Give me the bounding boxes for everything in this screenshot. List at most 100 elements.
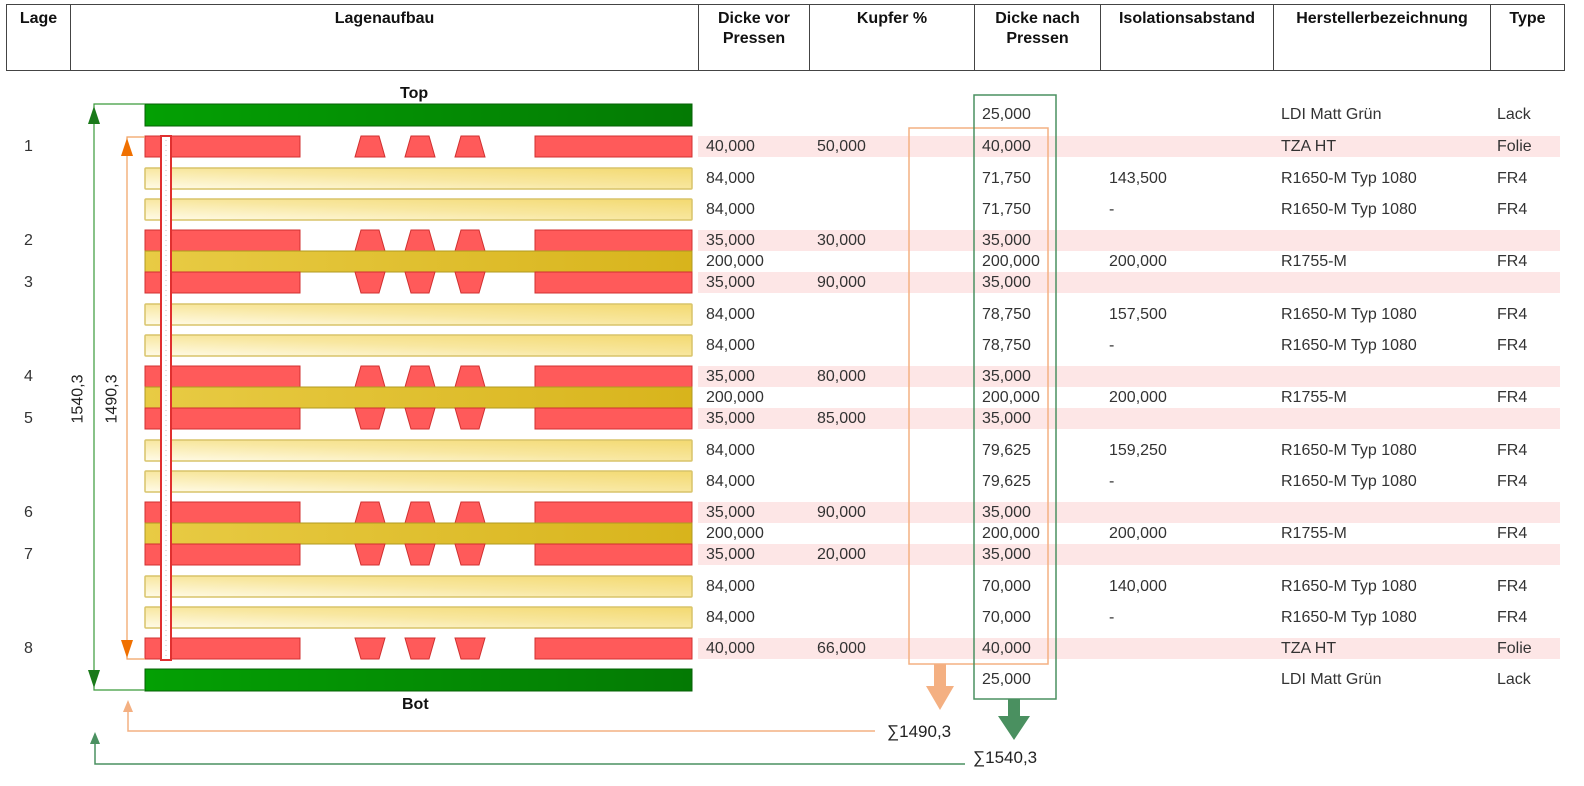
- cell-iso: 200,000: [1109, 252, 1167, 270]
- cell-type: Lack: [1497, 671, 1531, 688]
- kupfer-bracket: [908, 127, 1049, 665]
- sum-total: ∑1540,3: [973, 748, 1038, 767]
- cell-nach: 79,625: [982, 472, 1031, 490]
- arrow-down-icon: [926, 664, 954, 710]
- cell-vor: 200,000: [706, 524, 764, 542]
- cell-nach: 78,750: [982, 305, 1031, 323]
- core-layer: [144, 522, 693, 545]
- lage-number: 2: [24, 231, 33, 249]
- core-layer: [144, 386, 693, 409]
- arrow-down-icon: [121, 640, 133, 658]
- copper-pad: [144, 543, 301, 566]
- header-lagenaufbau: Lagenaufbau: [70, 4, 698, 71]
- cell-type: Folie: [1497, 639, 1532, 657]
- cell-name: R1755-M: [1281, 524, 1347, 542]
- copper-row-band: [698, 638, 1560, 659]
- cell-type: FR4: [1497, 336, 1528, 354]
- prepreg-layer: [144, 334, 693, 357]
- cell-vor: 35,000: [706, 367, 755, 385]
- cell-nach: 35,000: [982, 503, 1031, 521]
- cell-nach: 79,625: [982, 441, 1031, 459]
- cell-cu: 85,000: [817, 409, 866, 427]
- copper-row-band: [698, 366, 1560, 387]
- arrow-up-icon: [90, 732, 100, 744]
- cell-vor: 84,000: [706, 577, 755, 595]
- cell-vor: 40,000: [706, 639, 755, 657]
- copper-trace: [454, 501, 486, 524]
- copper-trace: [404, 501, 436, 524]
- copper-pad: [144, 637, 301, 660]
- prepreg-layer: [144, 606, 693, 629]
- cell-vor: 35,000: [706, 231, 755, 249]
- cell-name: R1650-M Typ 1080: [1281, 472, 1417, 490]
- copper-pad: [534, 135, 693, 158]
- cell-type: FR4: [1497, 388, 1528, 406]
- cell-type: FR4: [1497, 441, 1528, 459]
- cell-nach: 25,000: [982, 671, 1031, 688]
- copper-trace: [454, 229, 486, 252]
- cell-type: FR4: [1497, 524, 1528, 542]
- copper-row-band: [698, 502, 1560, 523]
- copper-pad: [144, 271, 301, 294]
- lage-number: 7: [24, 545, 33, 563]
- cell-type: FR4: [1497, 472, 1528, 490]
- cell-cu: 66,000: [817, 639, 866, 657]
- cell-name: R1650-M Typ 1080: [1281, 200, 1417, 218]
- cell-vor: 84,000: [706, 169, 755, 187]
- cell-cu: 80,000: [817, 367, 866, 385]
- cell-iso: 143,500: [1109, 169, 1167, 187]
- cell-type: FR4: [1497, 577, 1528, 595]
- lage-number: 3: [24, 273, 33, 291]
- lage-number: 8: [24, 639, 33, 657]
- cell-type: FR4: [1497, 305, 1528, 323]
- cell-name: R1755-M: [1281, 388, 1347, 406]
- prepreg-layer: [144, 198, 693, 221]
- arrow-up-icon: [123, 700, 133, 712]
- copper-trace: [454, 135, 486, 158]
- cell-cu: 90,000: [817, 273, 866, 291]
- lage-number: 1: [24, 137, 33, 155]
- copper-row-band: [698, 136, 1560, 157]
- header-lage: Lage: [6, 4, 70, 71]
- cell-type: FR4: [1497, 169, 1528, 187]
- cell-nach: 70,000: [982, 608, 1031, 626]
- cell-name: R1650-M Typ 1080: [1281, 305, 1417, 323]
- lage-number: 6: [24, 503, 33, 521]
- copper-trace: [354, 407, 386, 430]
- copper-trace: [354, 365, 386, 388]
- cell-vor: 84,000: [706, 441, 755, 459]
- copper-trace: [454, 637, 486, 660]
- cell-nach: 35,000: [982, 273, 1031, 291]
- prepreg-layer: [144, 167, 693, 190]
- arrow-down-icon: [998, 699, 1030, 740]
- copper-trace: [354, 271, 386, 294]
- copper-trace: [404, 543, 436, 566]
- cell-iso: 157,500: [1109, 305, 1167, 323]
- arrow-up-icon: [88, 106, 100, 124]
- copper-trace: [404, 637, 436, 660]
- cell-nach: 35,000: [982, 231, 1031, 249]
- sum-inner: ∑1490,3: [887, 722, 952, 741]
- sum-total-line: [94, 735, 965, 765]
- solder-mask-layer: [144, 668, 693, 692]
- copper-pad: [534, 543, 693, 566]
- cell-nach: 200,000: [982, 252, 1040, 270]
- copper-row-band: [698, 230, 1560, 251]
- copper-trace: [404, 271, 436, 294]
- cell-iso: -: [1109, 200, 1115, 218]
- cell-name: R1650-M Typ 1080: [1281, 577, 1417, 595]
- cell-nach: 35,000: [982, 367, 1031, 385]
- prepreg-layer: [144, 303, 693, 326]
- cell-name: LDI Matt Grün: [1281, 671, 1382, 688]
- cell-nach: 25,000: [982, 106, 1031, 123]
- copper-row-band: [698, 272, 1560, 293]
- header-dicke-vor: Dicke vor Pressen: [698, 4, 809, 71]
- prepreg-layer: [144, 439, 693, 462]
- cell-iso: -: [1109, 336, 1115, 354]
- cell-name: LDI Matt Grün: [1281, 106, 1382, 123]
- inner-dimension-line: [126, 136, 145, 660]
- copper-pad: [534, 271, 693, 294]
- cell-vor: 84,000: [706, 472, 755, 490]
- cell-name: R1755-M: [1281, 252, 1347, 270]
- header-hersteller: Herstellerbezeichnung: [1273, 4, 1490, 71]
